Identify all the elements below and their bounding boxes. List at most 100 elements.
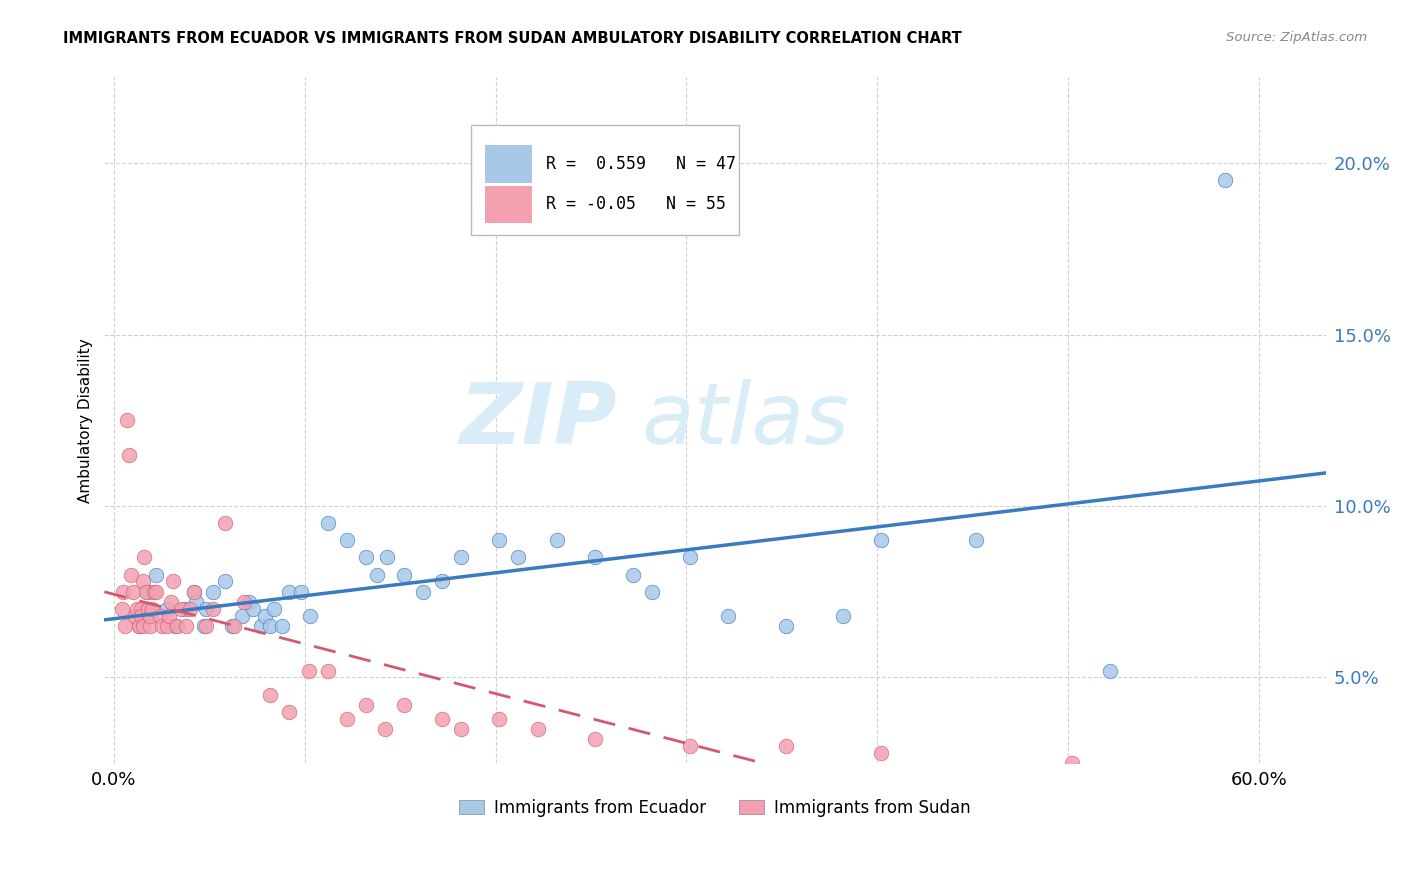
Point: [157, 608, 180, 623]
Point: [231, 608, 253, 623]
Point: [450, 550, 472, 565]
Point: [114, 619, 136, 633]
Point: [173, 602, 195, 616]
Point: [149, 608, 172, 623]
Point: [392, 567, 415, 582]
Point: [183, 584, 205, 599]
Point: [150, 619, 173, 633]
Point: [194, 619, 217, 633]
Text: ZIP: ZIP: [460, 379, 617, 462]
Point: [224, 619, 246, 633]
Bar: [485, 145, 531, 183]
Point: [641, 584, 664, 599]
Point: [775, 619, 797, 633]
Point: [1060, 756, 1083, 771]
Point: [508, 550, 530, 565]
Point: [202, 584, 225, 599]
Point: [156, 602, 179, 616]
Point: [135, 584, 157, 599]
Point: [156, 619, 179, 633]
Point: [118, 448, 141, 462]
Y-axis label: Ambulatory Disability: Ambulatory Disability: [79, 338, 93, 503]
Point: [139, 608, 162, 623]
Point: [870, 746, 893, 760]
Point: [412, 584, 434, 599]
Point: [184, 595, 207, 609]
Point: [145, 567, 167, 582]
Point: [450, 722, 472, 736]
Point: [194, 602, 217, 616]
Point: [128, 619, 150, 633]
Point: [120, 567, 142, 582]
Point: [160, 595, 183, 609]
Point: [143, 584, 166, 599]
Point: [214, 574, 236, 589]
Point: [145, 584, 167, 599]
Point: [163, 619, 186, 633]
Point: [831, 608, 853, 623]
Point: [1213, 173, 1236, 187]
Point: [214, 516, 236, 530]
Point: [290, 584, 312, 599]
Point: [336, 712, 359, 726]
Point: [679, 550, 702, 565]
Point: [170, 602, 193, 616]
Point: [717, 608, 740, 623]
Point: [117, 413, 139, 427]
Point: [263, 602, 285, 616]
Point: [162, 574, 184, 589]
Point: [299, 608, 322, 623]
Point: [336, 533, 359, 548]
Point: [546, 533, 568, 548]
Text: IMMIGRANTS FROM ECUADOR VS IMMIGRANTS FROM SUDAN AMBULATORY DISABILITY CORRELATI: IMMIGRANTS FROM ECUADOR VS IMMIGRANTS FR…: [63, 31, 962, 46]
Point: [253, 608, 276, 623]
Point: [112, 584, 135, 599]
Point: [136, 602, 159, 616]
Point: [221, 619, 243, 633]
Point: [430, 574, 453, 589]
Point: [129, 602, 152, 616]
Point: [242, 602, 264, 616]
Point: [583, 550, 606, 565]
Point: [392, 698, 415, 712]
Point: [316, 664, 339, 678]
Point: [183, 584, 205, 599]
Point: [179, 602, 201, 616]
Text: R =  0.559   N = 47: R = 0.559 N = 47: [547, 155, 737, 173]
Point: [259, 619, 281, 633]
Point: [125, 602, 148, 616]
Text: Source: ZipAtlas.com: Source: ZipAtlas.com: [1226, 31, 1367, 45]
Point: [583, 732, 606, 747]
Point: [131, 574, 153, 589]
Point: [354, 698, 377, 712]
Point: [238, 595, 260, 609]
Point: [621, 567, 644, 582]
Point: [128, 619, 150, 633]
Point: [134, 550, 156, 565]
Point: [775, 739, 797, 753]
Point: [965, 533, 987, 548]
Point: [131, 619, 153, 633]
Point: [166, 619, 188, 633]
Point: [278, 584, 301, 599]
Point: [139, 619, 162, 633]
Point: [375, 550, 398, 565]
Point: [250, 619, 273, 633]
Point: [870, 533, 893, 548]
Point: [193, 619, 215, 633]
Text: R = -0.05   N = 55: R = -0.05 N = 55: [547, 195, 727, 213]
Point: [488, 712, 510, 726]
Point: [1098, 664, 1121, 678]
Point: [316, 516, 339, 530]
Point: [679, 739, 702, 753]
Point: [141, 602, 163, 616]
Point: [366, 567, 388, 582]
Point: [488, 533, 510, 548]
Point: [124, 608, 146, 623]
Point: [259, 688, 281, 702]
Point: [270, 619, 292, 633]
Legend: Immigrants from Ecuador, Immigrants from Sudan: Immigrants from Ecuador, Immigrants from…: [453, 792, 977, 823]
Point: [354, 550, 377, 565]
Point: [232, 595, 254, 609]
Point: [202, 602, 225, 616]
